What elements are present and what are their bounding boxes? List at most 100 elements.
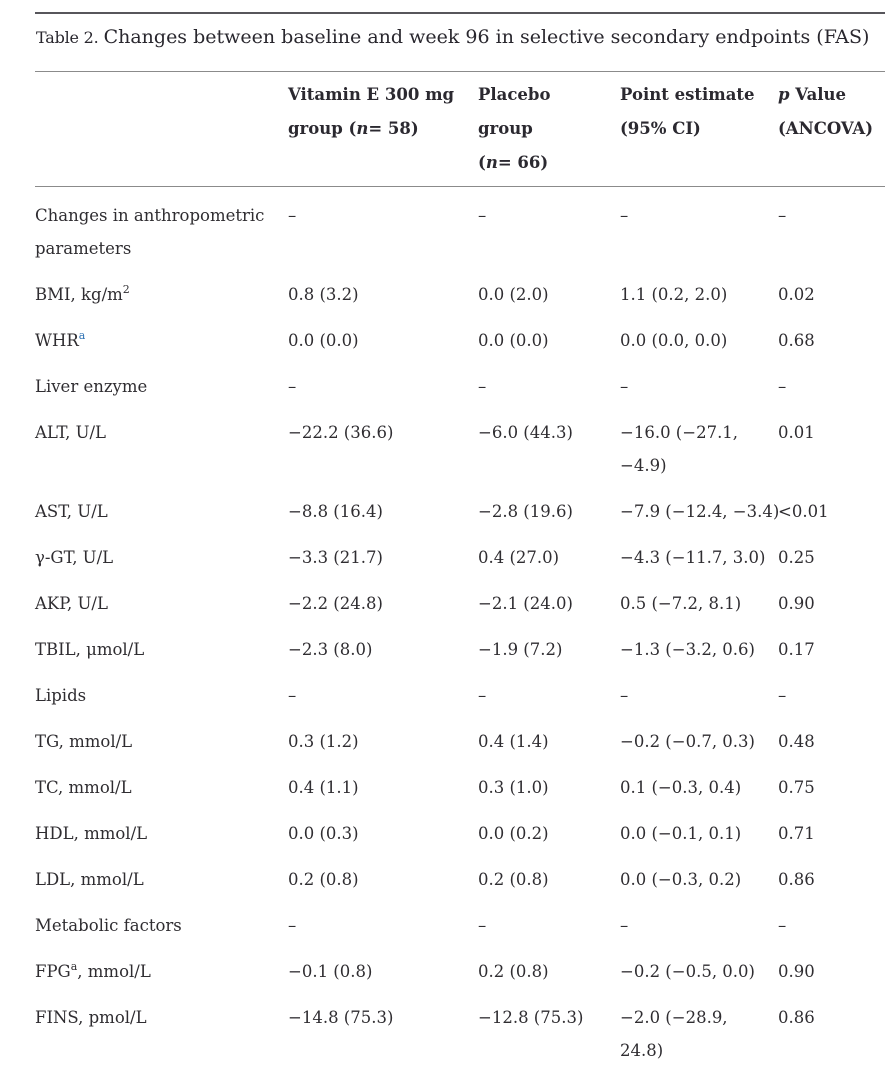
table-cell: −22.2 (36.6) [288,423,394,442]
table-cell: – [620,916,629,935]
table-cell: – [478,206,487,225]
table-cell: 0.01 [778,423,815,442]
table-cell: −0.1 (0.8) [288,962,373,981]
table-cell: −12.8 (75.3) [478,1008,584,1027]
table-row: Changes in anthropometric parameters – – – – [35,199,885,278]
table-row: AST, U/L −8.8 (16.4) −2.8 (19.6) −7.9 (−12.… [35,495,885,541]
row-label: HDL, mmol/L [35,824,148,843]
table-rule-header-top [35,71,885,72]
row-label: FPGa, mmol/L [35,959,151,982]
table-cell: 0.4 (27.0) [478,548,560,567]
table-cell: – [620,686,629,705]
table-cell: 0.48 [778,732,815,751]
row-label: TG, mmol/L [35,732,133,751]
table-cell: 0.4 (1.4) [478,732,549,751]
table-cell: −14.8 (75.3) [288,1008,394,1027]
table-cell: −4.3 (−11.7, 3.0) [620,548,766,567]
table-cell: 0.90 [778,962,815,981]
table-cell: 0.5 (−7.2, 8.1) [620,594,742,613]
table-row: AKP, U/L −2.2 (24.8) −2.1 (24.0) 0.5 (−7.2,… [35,587,885,633]
table-cell: −2.2 (24.8) [288,594,383,613]
table-cell: <0.01 [778,502,829,521]
table-cell: −2.8 (19.6) [478,502,573,521]
table-cell: 0.2 (0.8) [288,870,359,889]
table-cell: – [620,206,629,225]
table-row: FPGa, mmol/L −0.1 (0.8) 0.2 (0.8) −0.2 (−0.… [35,955,885,1001]
table-cell: 0.0 (0.0) [478,331,549,350]
table-cell: 0.71 [778,824,815,843]
table-cell: 0.75 [778,778,815,797]
table-cell: 0.86 [778,870,815,889]
table-cell: 0.2 (0.8) [478,962,549,981]
table-row: Liver enzyme – – – – [35,370,885,416]
row-label: γ-GT, U/L [35,548,114,567]
row-label: TBIL, μmol/L [35,640,145,659]
column-header: Point estimate (95% CI) [620,85,755,138]
table-cell: 0.86 [778,1008,815,1027]
table-cell: – [778,916,787,935]
table-row: Lipids – – – – [35,679,885,725]
table-cell: −8.8 (16.4) [288,502,383,521]
table-cell: −0.2 (−0.5, 0.0) [620,962,755,981]
table-cell: – [778,377,787,396]
table-row: WHRa 0.0 (0.0) 0.0 (0.0) 0.0 (0.0, 0.0) 0.68 [35,324,885,370]
row-label: LDL, mmol/L [35,870,144,889]
table-cell: −2.0 (−28.9, 24.8) [620,1008,728,1060]
table-cell: 0.0 (0.2) [478,824,549,843]
row-label: BMI, kg/m2 [35,282,130,305]
table-cell: – [778,206,787,225]
footnote-link-a[interactable]: a [78,328,86,342]
column-header: Vitamin E 300 mg group (n= 58) [288,85,455,138]
table-row: TC, mmol/L 0.4 (1.1) 0.3 (1.0) 0.1 (−0.3, 0… [35,771,885,817]
table-body: Changes in anthropometric parameters – – – – B… [35,187,885,1080]
table-row: BMI, kg/m2 0.8 (3.2) 0.0 (2.0) 1.1 (0.2, 2.… [35,278,885,324]
row-label: Liver enzyme [35,377,148,396]
table-cell: −1.9 (7.2) [478,640,563,659]
table-cell: −0.2 (−0.7, 0.3) [620,732,755,751]
table-cell: – [478,686,487,705]
table-cell: 0.02 [778,285,815,304]
table-cell: 0.68 [778,331,815,350]
table-cell: −6.0 (44.3) [478,423,573,442]
table-cell: −3.3 (21.7) [288,548,383,567]
table-cell: −1.3 (−3.2, 0.6) [620,640,755,659]
table-cell: 0.1 (−0.3, 0.4) [620,778,742,797]
table-cell: −16.0 (−27.1, −4.9) [620,423,739,475]
table-cell: – [288,686,297,705]
table-cell: −7.9 (−12.4, −3.4) [620,502,780,521]
table-cell: 0.2 (0.8) [478,870,549,889]
row-label: Changes in anthropometric parameters [35,206,265,258]
row-label: WHRa [35,328,86,351]
table-cell: – [288,916,297,935]
table-caption-label: Table 2. [36,28,99,47]
table-row: TG, mmol/L 0.3 (1.2) 0.4 (1.4) −0.2 (−0.7, … [35,725,885,771]
table-row: LDL, mmol/L 0.2 (0.8) 0.2 (0.8) 0.0 (−0.3, … [35,863,885,909]
row-label: TC, mmol/L [35,778,132,797]
row-label: AKP, U/L [35,594,108,613]
table-row: ALT, U/L −22.2 (36.6) −6.0 (44.3) −16.0 (−2… [35,416,885,495]
table-cell: 0.90 [778,594,815,613]
column-header: p Value (ANCOVA) [778,85,874,138]
table-cell: 0.0 (0.0) [288,331,359,350]
table-cell: 0.17 [778,640,815,659]
table-cell: 0.3 (1.2) [288,732,359,751]
table-row: HDL, mmol/L 0.0 (0.3) 0.0 (0.2) 0.0 (−0.1, … [35,817,885,863]
table-cell: – [778,686,787,705]
table-rule-header-bottom [35,186,885,187]
table-cell: 0.0 (−0.3, 0.2) [620,870,742,889]
table-rule-top [35,12,885,14]
row-label: AST, U/L [35,502,108,521]
row-label: Metabolic factors [35,916,182,935]
table-cell: 0.8 (3.2) [288,285,359,304]
table-cell: 0.0 (−0.1, 0.1) [620,824,742,843]
table-cell: 0.3 (1.0) [478,778,549,797]
table-cell: −2.3 (8.0) [288,640,373,659]
column-header [35,78,288,180]
table-header-row: Vitamin E 300 mg group (n= 58) Placebo gro… [35,72,885,186]
table-caption: Table 2. Changes between baseline and wee… [35,14,885,71]
table-row: γ-GT, U/L −3.3 (21.7) 0.4 (27.0) −4.3 (−11.… [35,541,885,587]
table-cell: 0.25 [778,548,815,567]
table-cell: 0.0 (2.0) [478,285,549,304]
table-cell: 1.1 (0.2, 2.0) [620,285,728,304]
table-cell: – [478,377,487,396]
